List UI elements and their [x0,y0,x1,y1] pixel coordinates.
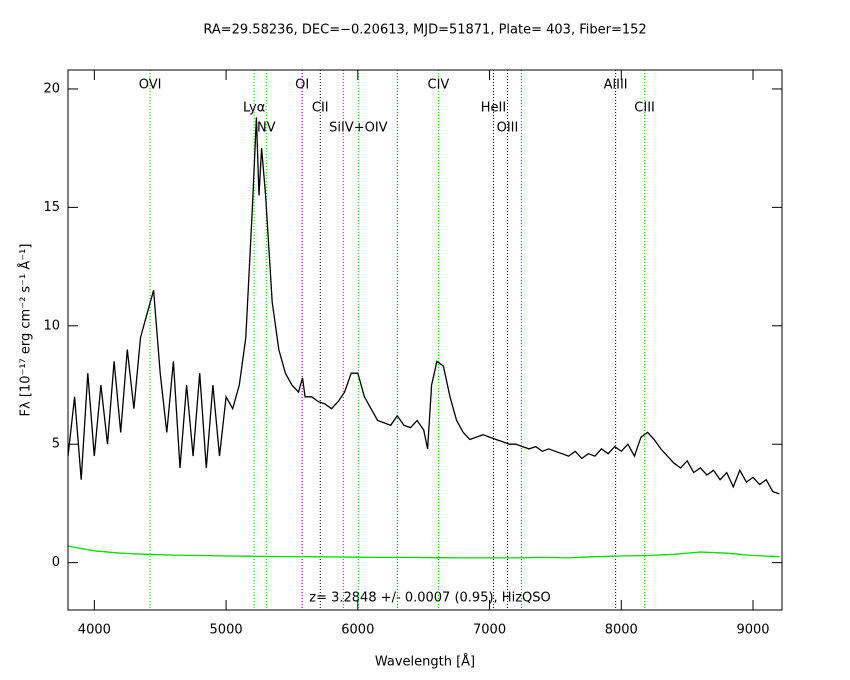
chart-title: RA=29.58236, DEC=−0.20613, MJD=51871, Pl… [203,23,646,38]
y-tick-label: 15 [43,200,60,215]
feature-label: OIII [497,121,519,136]
feature-label: HeII [481,101,506,116]
x-tick-label: 6000 [341,623,374,638]
x-tick-label: 9000 [736,623,769,638]
feature-label: SiIV+OIV [329,121,388,136]
feature-label: AlIII [604,78,628,93]
annotation: z= 3.2848 +/- 0.0007 (0.95), HizQSO [309,591,550,606]
feature-label: Lyα [243,101,265,116]
y-tick-label: 10 [43,318,60,333]
feature-label: CII [312,101,329,116]
x-tick-label: 8000 [605,623,638,638]
y-axis-label: Fλ [10⁻¹⁷ erg cm⁻² s⁻¹ Å⁻¹] [18,244,34,417]
plot-frame [67,69,783,611]
x-tick-label: 7000 [473,623,506,638]
y-tick-label: 5 [52,437,60,452]
y-tick-label: 0 [52,555,60,570]
feature-label: OVI [139,78,162,93]
x-axis-label: Wavelength [Å] [375,654,475,670]
feature-label: CIII [634,101,655,116]
series-line [67,117,780,495]
x-tick-label: 5000 [210,623,243,638]
y-tick-label: 20 [43,81,60,96]
feature-label: NV [257,121,276,136]
x-tick-label: 4000 [78,623,111,638]
feature-label: CIV [428,78,450,93]
series-line [67,545,780,559]
